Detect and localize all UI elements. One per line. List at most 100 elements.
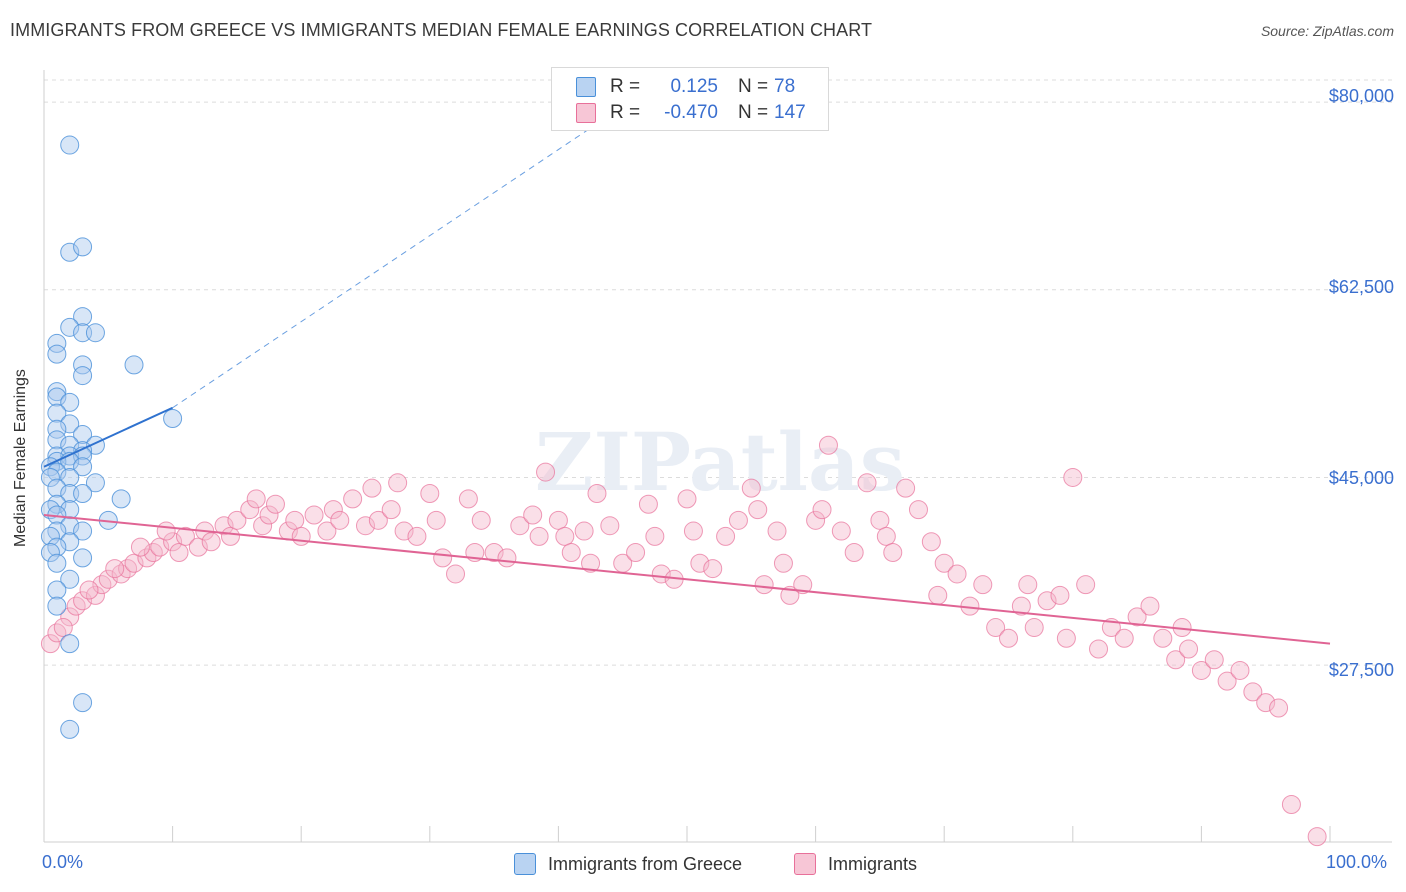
point-immigrants-6 (92, 575, 112, 595)
point-immigrants-39 (381, 500, 401, 520)
point-immigrants-49 (471, 510, 491, 530)
point-greece-4 (60, 317, 80, 337)
point-greece-6 (47, 333, 67, 353)
point-greece-39 (47, 494, 67, 514)
point-immigrants-70 (683, 521, 703, 541)
point-immigrants-27 (265, 494, 285, 514)
point-immigrants-115 (1166, 650, 1186, 670)
legend-n-label: N = (738, 76, 769, 97)
point-immigrants-66 (645, 526, 665, 546)
point-immigrants-15 (169, 543, 189, 562)
point-greece-32 (60, 467, 80, 487)
x-tick-label-max: 100.0% (1326, 852, 1388, 872)
point-immigrants-74 (728, 510, 748, 530)
point-immigrants-118 (1191, 660, 1211, 680)
point-immigrants-65 (638, 494, 658, 514)
legend-row-immigrants: R = -0.470 N = 147 (576, 100, 806, 126)
y-tick-label-80000: $80,000 (1328, 86, 1394, 106)
point-immigrants-64 (626, 543, 646, 562)
point-immigrants-36 (356, 516, 375, 536)
point-immigrants-87 (857, 473, 877, 493)
point-greece-55 (47, 596, 67, 616)
point-immigrants-52 (510, 516, 530, 536)
point-immigrants-2 (60, 607, 80, 627)
point-greece-52 (47, 553, 67, 573)
point-immigrants-30 (291, 526, 311, 546)
point-greece-29 (73, 457, 93, 477)
point-immigrants-120 (1217, 671, 1237, 691)
chart-title: IMMIGRANTS FROM GREECE VS IMMIGRANTS MED… (10, 20, 873, 40)
point-immigrants-33 (323, 500, 343, 520)
point-immigrants-57 (555, 526, 575, 546)
point-immigrants-85 (831, 521, 851, 541)
point-immigrants-31 (304, 505, 324, 525)
point-immigrants-94 (928, 585, 948, 605)
point-immigrants-25 (253, 516, 273, 536)
point-immigrants-13 (150, 537, 170, 557)
point-immigrants-20 (214, 516, 234, 536)
point-immigrants-129 (105, 559, 125, 579)
point-greece-46 (73, 521, 93, 541)
point-greece-38 (111, 489, 131, 509)
point-immigrants-123 (1256, 693, 1276, 713)
legend-row-greece: R = 0.125 N = 78 (576, 74, 795, 100)
point-greece-0 (60, 135, 80, 155)
point-greece-45 (47, 521, 67, 541)
point-immigrants-12 (143, 543, 163, 562)
point-immigrants-100 (999, 628, 1018, 648)
point-greece-10 (124, 355, 144, 375)
point-immigrants-35 (343, 489, 363, 509)
point-immigrants-90 (883, 543, 903, 562)
point-greece-48 (60, 532, 80, 552)
point-immigrants-89 (876, 526, 896, 546)
bottom-legend-swatch-pink (794, 853, 816, 875)
point-immigrants-40 (388, 473, 408, 493)
point-immigrants-131 (156, 521, 176, 541)
point-greece-47 (40, 526, 60, 546)
point-immigrants-103 (1024, 618, 1044, 638)
point-immigrants-61 (587, 484, 607, 504)
y-tick-label-62500: $62,500 (1328, 277, 1394, 297)
point-greece-11 (73, 366, 93, 386)
point-immigrants-62 (600, 516, 620, 536)
point-immigrants-86 (844, 543, 864, 562)
bottom-legend-label-immigrants: Immigrants (828, 853, 918, 874)
legend-r-label: R = (610, 76, 641, 97)
point-greece-18 (73, 425, 93, 445)
point-immigrants-46 (446, 564, 466, 584)
y-tick-label-45000: $45,000 (1328, 468, 1394, 488)
point-immigrants-75 (741, 478, 761, 498)
point-immigrants-92 (908, 500, 928, 520)
point-immigrants-38 (368, 510, 388, 530)
legend-swatch-pink (576, 103, 596, 123)
point-immigrants-58 (561, 543, 581, 562)
point-immigrants-112 (1127, 607, 1147, 627)
point-immigrants-95 (934, 553, 954, 573)
point-immigrants-109 (1089, 639, 1109, 659)
point-immigrants-60 (581, 553, 601, 573)
point-immigrants-24 (246, 489, 266, 509)
point-immigrants-117 (1179, 639, 1199, 659)
point-immigrants-98 (973, 575, 993, 595)
point-greece-1 (60, 242, 80, 262)
point-immigrants-102 (1018, 575, 1038, 595)
point-greece-54 (47, 580, 67, 600)
trend-immigrants (43, 513, 1331, 645)
point-immigrants-128 (79, 580, 99, 600)
point-greece-14 (60, 392, 80, 412)
bottom-legend-immigrants: Immigrants (794, 852, 917, 876)
point-greece-41 (40, 500, 60, 520)
point-immigrants-8 (111, 564, 131, 584)
source-label: Source: ZipAtlas.com (1260, 23, 1394, 39)
point-immigrants-113 (1140, 596, 1160, 616)
point-immigrants-41 (394, 521, 414, 541)
point-immigrants-37 (362, 478, 382, 498)
point-immigrants-21 (220, 526, 240, 546)
point-immigrants-73 (716, 526, 736, 546)
point-immigrants-108 (1076, 575, 1096, 595)
point-immigrants-56 (548, 510, 568, 530)
point-immigrants-122 (1243, 682, 1263, 702)
point-immigrants-72 (703, 559, 723, 579)
point-immigrants-4 (73, 591, 93, 611)
